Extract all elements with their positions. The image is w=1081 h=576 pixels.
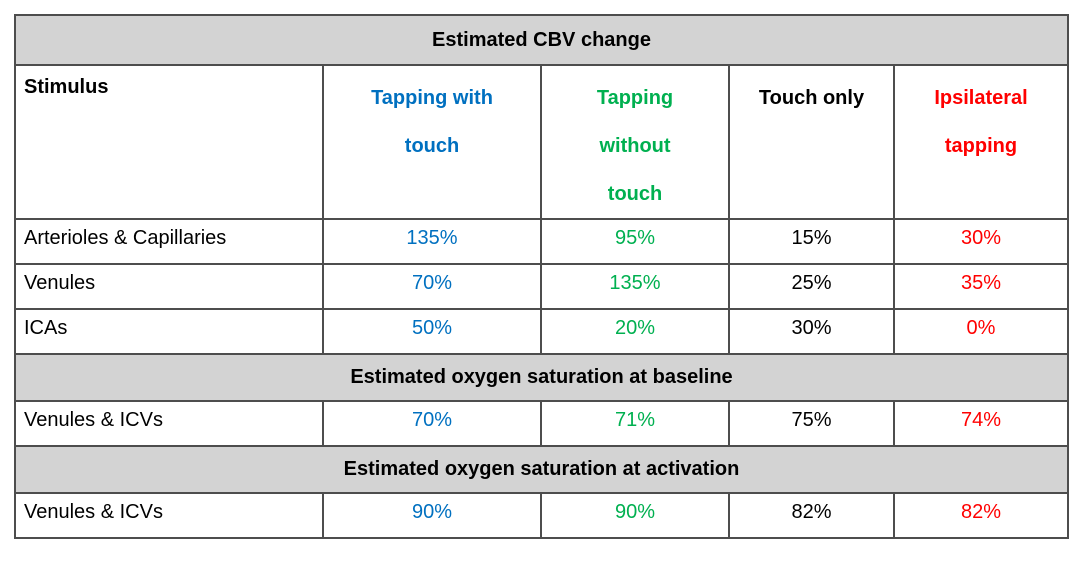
row-label-cell: Venules (14, 263, 324, 310)
value-cell: 74% (892, 400, 1070, 447)
value-cell: 50% (322, 308, 542, 355)
table-title: Estimated CBV change (13, 14, 1070, 66)
column-header-label: Stimulus (24, 76, 109, 98)
value-cell: 95% (540, 218, 730, 265)
value-cell: 90% (540, 492, 730, 539)
column-header-tapping-without-touch: Tapping without touch (540, 64, 730, 220)
row-label-cell: ICAs (14, 308, 324, 355)
table-row-venules-icvs-activation: Venules & ICVs 90% 90% 82% 82% (14, 492, 1070, 539)
column-header-ipsilateral-tapping: Ipsilateral tapping (892, 64, 1070, 220)
value-cell: 0% (892, 308, 1070, 355)
table-title-row: Estimated CBV change (13, 14, 1070, 66)
column-header-label: touch (404, 135, 460, 157)
value-cell: 70% (322, 263, 542, 310)
value-cell: 15% (728, 218, 895, 265)
column-header-label: Ipsilateral (934, 87, 1028, 109)
column-header-tapping-with-touch: Tapping with touch (322, 64, 542, 220)
value-cell: 135% (540, 263, 730, 310)
column-header-label: Tapping with (371, 87, 493, 109)
value-cell: 82% (728, 492, 895, 539)
value-cell: 75% (728, 400, 895, 447)
table-row-arterioles-capillaries: Arterioles & Capillaries 135% 95% 15% 30… (14, 218, 1070, 265)
column-header-label: tapping (944, 135, 1018, 157)
value-cell: 20% (540, 308, 730, 355)
value-cell: 70% (322, 400, 542, 447)
section-header-baseline: Estimated oxygen saturation at baseline (13, 353, 1070, 402)
section-header-activation: Estimated oxygen saturation at activatio… (13, 445, 1070, 494)
table-row-icas: ICAs 50% 20% 30% 0% (14, 308, 1070, 355)
value-cell: 82% (892, 492, 1070, 539)
row-label-cell: Venules & ICVs (14, 492, 324, 539)
value-cell: 25% (728, 263, 895, 310)
column-header-label: touch (607, 183, 663, 205)
section-header-baseline-row: Estimated oxygen saturation at baseline (13, 353, 1070, 402)
section-header-activation-row: Estimated oxygen saturation at activatio… (13, 445, 1070, 494)
value-cell: 135% (322, 218, 542, 265)
value-cell: 30% (728, 308, 895, 355)
value-cell: 90% (322, 492, 542, 539)
row-label-cell: Arterioles & Capillaries (14, 218, 324, 265)
column-header-stimulus: Stimulus (14, 64, 324, 220)
table-row-venules-icvs-baseline: Venules & ICVs 70% 71% 75% 74% (14, 400, 1070, 447)
table-row-venules: Venules 70% 135% 25% 35% (14, 263, 1070, 310)
column-header-label: Touch only (758, 87, 865, 109)
column-header-label: Tapping (596, 87, 674, 109)
value-cell: 71% (540, 400, 730, 447)
value-cell: 35% (892, 263, 1070, 310)
column-header-touch-only: Touch only (728, 64, 895, 220)
column-header-label: without (599, 135, 671, 157)
value-cell: 30% (892, 218, 1070, 265)
cbv-results-table: Estimated CBV change Stimulus Tapping wi… (13, 14, 1070, 539)
column-header-row: Stimulus Tapping with touch Tapping with… (14, 64, 1070, 220)
row-label-cell: Venules & ICVs (14, 400, 324, 447)
